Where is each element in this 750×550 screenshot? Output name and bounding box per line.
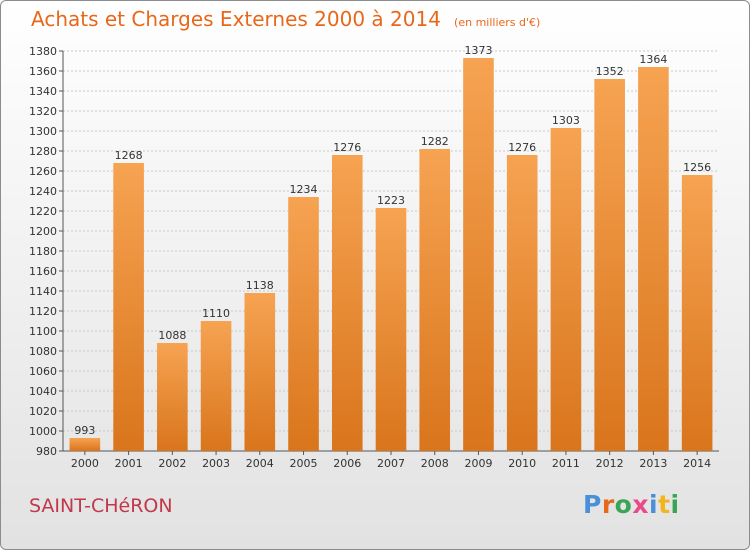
- y-tick-label: 1380: [29, 45, 57, 58]
- value-label-2012: 1352: [596, 65, 624, 78]
- value-label-2008: 1282: [421, 135, 449, 148]
- bar-2008: [419, 149, 451, 451]
- city-name: SAINT-CHéRON: [29, 495, 173, 517]
- value-label-2005: 1234: [290, 183, 318, 196]
- value-label-2001: 1268: [115, 149, 143, 162]
- proxiti-logo: Proxiti: [583, 490, 680, 519]
- value-label-2011: 1303: [552, 114, 580, 127]
- y-tick-label: 1120: [29, 305, 57, 318]
- x-tick-label-2004: 2004: [246, 457, 274, 470]
- y-tick-label: 1060: [29, 365, 57, 378]
- x-tick-label-2010: 2010: [508, 457, 536, 470]
- value-label-2014: 1256: [683, 161, 711, 174]
- bar-2009: [463, 58, 494, 451]
- logo-letter: r: [601, 490, 615, 519]
- logo-letter: t: [658, 490, 671, 519]
- x-tick-label-2003: 2003: [202, 457, 230, 470]
- x-tick-label-2014: 2014: [683, 457, 711, 470]
- value-label-2006: 1276: [333, 141, 361, 154]
- x-tick-label-2008: 2008: [421, 457, 449, 470]
- x-tick-label-2006: 2006: [333, 457, 361, 470]
- bar-2012: [594, 79, 625, 451]
- value-label-2000: 993: [74, 424, 95, 437]
- value-label-2002: 1088: [158, 329, 186, 342]
- bar-2004: [244, 293, 276, 451]
- x-tick-label-2011: 2011: [552, 457, 580, 470]
- value-label-2004: 1138: [246, 279, 274, 292]
- bar-2013: [638, 67, 669, 451]
- y-tick-label: 1100: [29, 325, 57, 338]
- y-tick-label: 1340: [29, 85, 57, 98]
- y-tick-label: 1180: [29, 245, 57, 258]
- bar-2002: [157, 343, 188, 451]
- bar-2000: [69, 438, 101, 451]
- y-tick-label: 1200: [29, 225, 57, 238]
- y-tick-label: 1160: [29, 265, 57, 278]
- bar-2005: [288, 197, 319, 451]
- value-label-2009: 1373: [464, 44, 492, 57]
- x-tick-label-2012: 2012: [596, 457, 624, 470]
- x-tick-label-2000: 2000: [71, 457, 99, 470]
- value-label-2007: 1223: [377, 194, 405, 207]
- y-tick-label: 1300: [29, 125, 57, 138]
- y-tick-label: 1240: [29, 185, 57, 198]
- value-label-2010: 1276: [508, 141, 536, 154]
- x-tick-label-2005: 2005: [290, 457, 318, 470]
- x-tick-label-2007: 2007: [377, 457, 405, 470]
- y-tick-label: 1360: [29, 65, 57, 78]
- y-tick-label: 1140: [29, 285, 57, 298]
- x-tick-label-2009: 2009: [464, 457, 492, 470]
- bar-2003: [200, 321, 232, 451]
- value-label-2013: 1364: [639, 53, 667, 66]
- logo-letter: P: [583, 490, 602, 519]
- y-tick-label: 1080: [29, 345, 57, 358]
- y-tick-label: 1320: [29, 105, 57, 118]
- x-tick-label-2013: 2013: [639, 457, 667, 470]
- y-tick-label: 1220: [29, 205, 57, 218]
- bar-2014: [681, 175, 713, 451]
- logo-letter: i: [649, 490, 659, 519]
- logo-letter: x: [632, 490, 649, 519]
- bar-2001: [113, 163, 144, 451]
- y-tick-label: 1280: [29, 145, 57, 158]
- chart-unit: (en milliers d'€): [454, 16, 541, 29]
- chart-title: Achats et Charges Externes 2000 à 2014: [31, 7, 441, 31]
- bar-2011: [550, 128, 582, 451]
- value-label-2003: 1110: [202, 307, 230, 320]
- bar-2010: [506, 155, 538, 451]
- logo-letter: o: [614, 490, 633, 519]
- logo-letter: i: [670, 490, 680, 519]
- bar-2007: [375, 208, 407, 451]
- y-tick-label: 1000: [29, 425, 57, 438]
- y-tick-label: 980: [36, 445, 57, 458]
- x-tick-label-2002: 2002: [158, 457, 186, 470]
- bar-2006: [331, 155, 363, 451]
- chart-title-row: Achats et Charges Externes 2000 à 2014 (…: [31, 7, 540, 31]
- y-tick-label: 1020: [29, 405, 57, 418]
- x-tick-label-2001: 2001: [115, 457, 143, 470]
- y-tick-label: 1260: [29, 165, 57, 178]
- y-tick-label: 1040: [29, 385, 57, 398]
